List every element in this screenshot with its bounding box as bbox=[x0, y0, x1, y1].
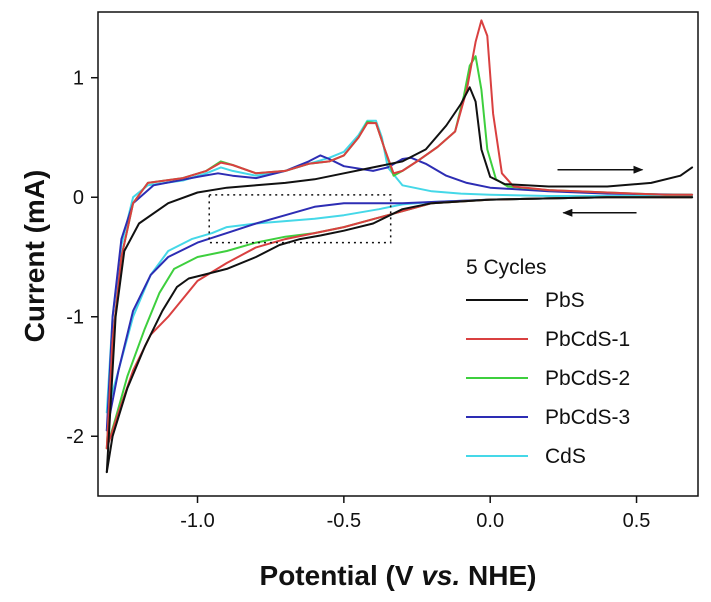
legend-label-pbcds-3: PbCdS-3 bbox=[545, 406, 630, 429]
zoom-region-box bbox=[208, 194, 392, 244]
y-tick-label: -2 bbox=[66, 426, 84, 448]
legend: 5 Cycles PbS PbCdS-1 PbCdS-2 PbCdS-3 CdS bbox=[466, 256, 630, 468]
series-pbcds-1-forward-scan bbox=[105, 19, 694, 450]
x-tick-label: -0.5 bbox=[327, 510, 361, 532]
x-axis-title: Potential (V vs. NHE) bbox=[260, 560, 537, 591]
x-tick-label: -1.0 bbox=[180, 510, 214, 532]
x-tick-label: 0.5 bbox=[623, 510, 651, 532]
axis-layer: -1.0 -0.5 0.0 0.5 -2 -1 0 1 bbox=[66, 68, 650, 532]
legend-label-pbs: PbS bbox=[545, 289, 585, 312]
legend-label-pbcds-1: PbCdS-1 bbox=[545, 328, 630, 351]
y-tick-label: -1 bbox=[66, 307, 84, 329]
legend-label-pbcds-2: PbCdS-2 bbox=[545, 367, 630, 390]
x-axis-title-prefix: Potential (V bbox=[260, 560, 422, 591]
y-tick-label: 1 bbox=[73, 68, 84, 90]
series-pbcds-3-reverse-scan bbox=[105, 196, 694, 432]
annotation-layer bbox=[208, 165, 644, 244]
legend-title: 5 Cycles bbox=[466, 256, 547, 279]
x-axis-title-italic: vs. bbox=[421, 560, 460, 591]
y-axis-title: Current (mA) bbox=[19, 170, 50, 343]
x-tick-label: 0.0 bbox=[476, 510, 504, 532]
y-tick-label: 0 bbox=[73, 187, 84, 209]
x-axis-title-suffix: NHE) bbox=[460, 560, 536, 591]
series-layer bbox=[105, 19, 694, 474]
series-pbs-forward-scan bbox=[105, 86, 694, 474]
series-pbcds-3-forward-scan bbox=[105, 154, 694, 432]
series-pbs-reverse-scan bbox=[105, 196, 694, 474]
legend-label-cds: CdS bbox=[545, 445, 586, 468]
plot-frame bbox=[97, 11, 699, 497]
